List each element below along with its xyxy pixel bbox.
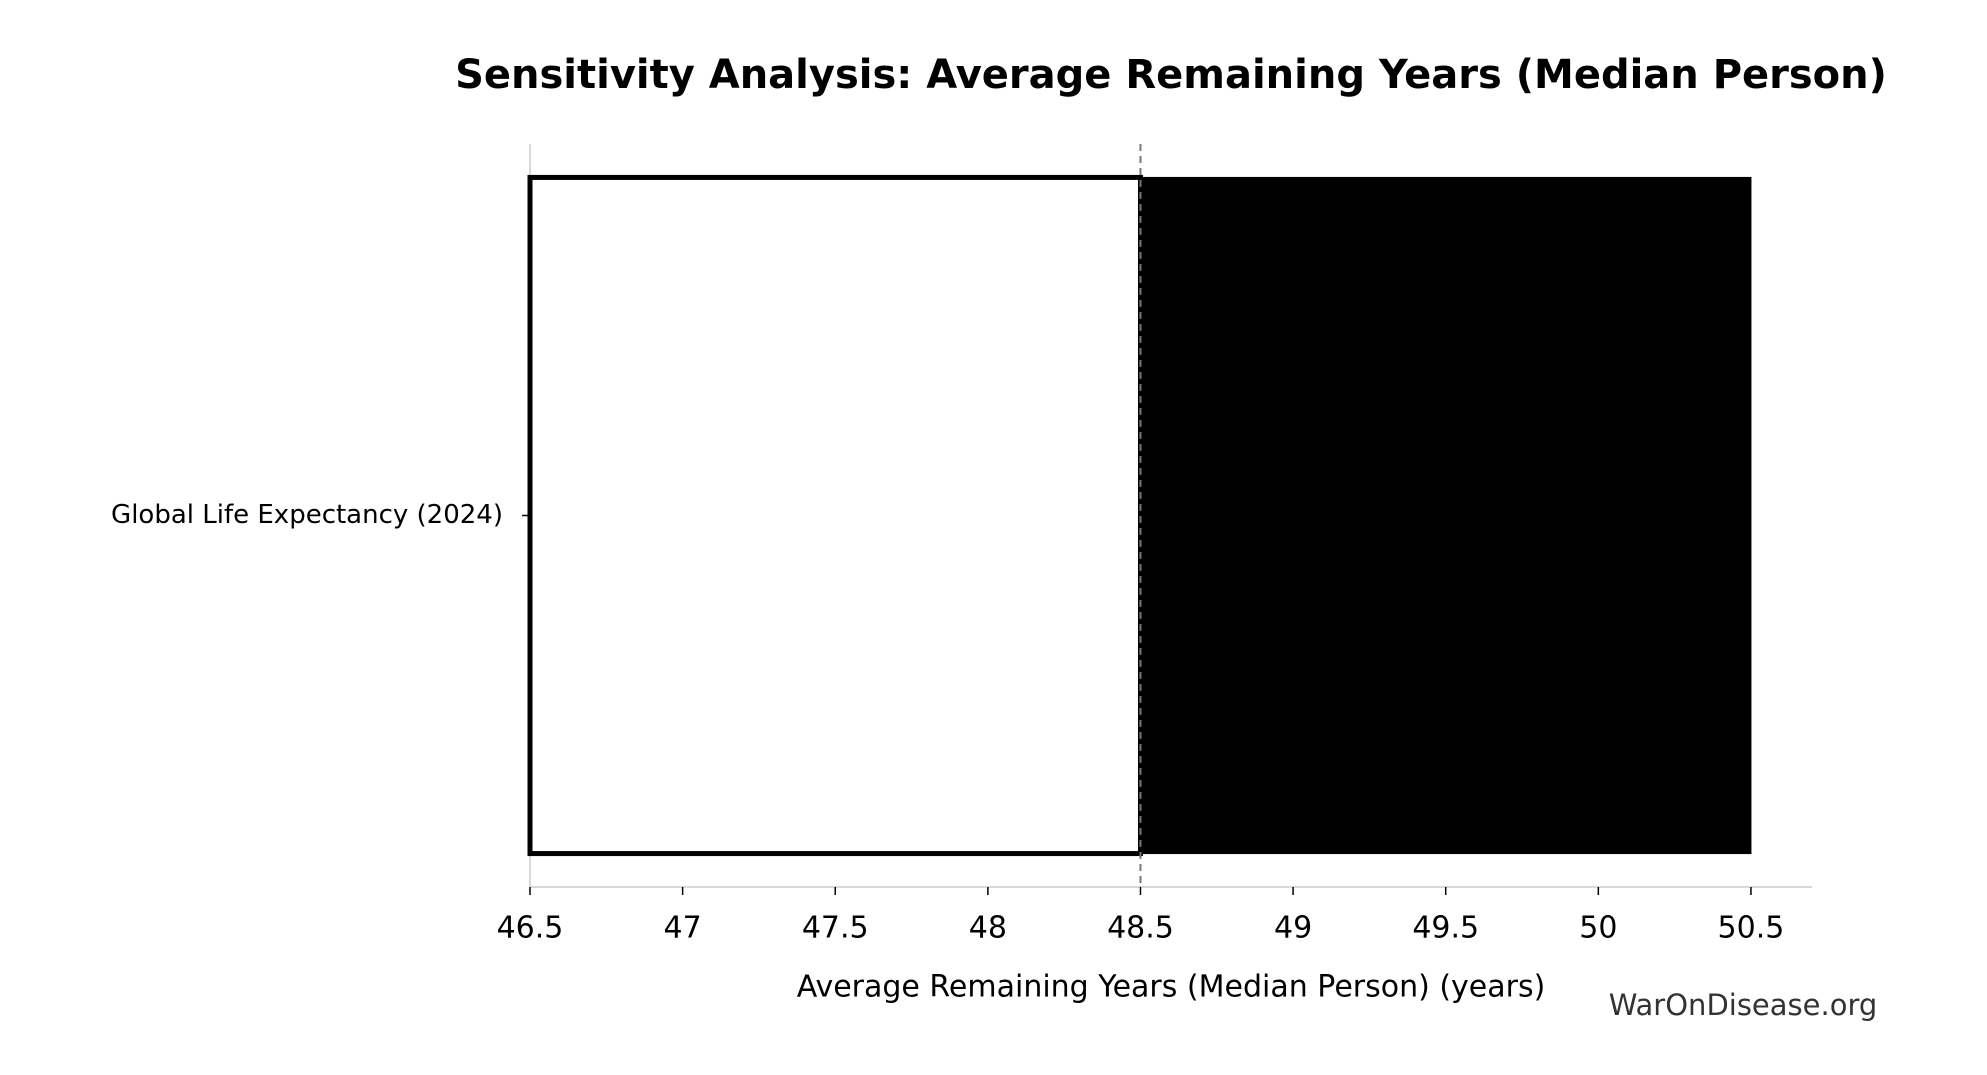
high-bar [1139,176,1752,855]
x-tick-label: 46.5 [497,911,564,946]
x-tick-label: 47.5 [802,911,869,946]
watermark: WarOnDisease.org [1609,988,1878,1022]
x-tick-label: 48.5 [1107,911,1174,946]
low-bar [527,174,1143,857]
y-tick-label: Global Life Expectancy (2024) [111,500,503,530]
x-axis-label: Average Remaining Years (Median Person) … [797,970,1546,1005]
x-tick-label: 47 [664,911,702,946]
x-tick-label: 49 [1274,911,1312,946]
x-tick-label: 48 [969,911,1007,946]
x-tick-label: 50.5 [1718,911,1785,946]
chart-title: Sensitivity Analysis: Average Remaining … [455,52,1887,98]
x-tick-label: 50 [1579,911,1617,946]
x-tick-label: 49.5 [1412,911,1479,946]
